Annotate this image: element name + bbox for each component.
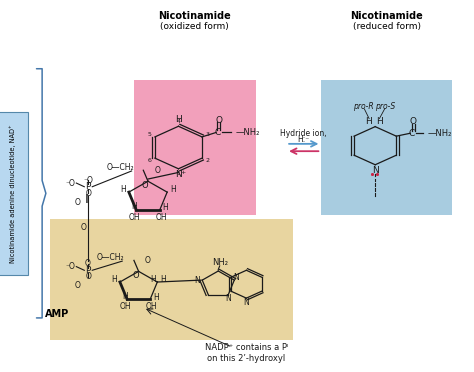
Text: H: H — [376, 117, 383, 126]
Text: NADP⁺ contains a Pᴵ: NADP⁺ contains a Pᴵ — [205, 343, 288, 352]
Text: O: O — [215, 116, 222, 125]
Text: H: H — [365, 117, 372, 126]
Text: 6: 6 — [147, 158, 151, 163]
Text: P: P — [85, 266, 91, 275]
Text: N: N — [225, 294, 231, 304]
Text: OH: OH — [129, 212, 141, 222]
Text: O: O — [85, 259, 91, 268]
Text: H:⁻: H:⁻ — [297, 135, 310, 144]
Text: N: N — [175, 170, 182, 179]
FancyBboxPatch shape — [50, 219, 293, 340]
Text: O—CH₂: O—CH₂ — [97, 253, 125, 262]
Text: 4: 4 — [176, 119, 181, 124]
Text: O: O — [145, 256, 151, 265]
Text: 3: 3 — [205, 132, 209, 137]
Text: O: O — [75, 198, 81, 206]
Text: C: C — [215, 128, 221, 137]
Text: N: N — [233, 273, 238, 282]
Text: pro-​R: pro-​R — [353, 102, 374, 111]
Text: 2: 2 — [205, 158, 209, 163]
Text: P: P — [85, 182, 91, 191]
Text: ⁻O: ⁻O — [65, 262, 75, 271]
Text: O: O — [86, 272, 92, 281]
Text: Nicotinamide adenine dinucleotide, NAD⁺: Nicotinamide adenine dinucleotide, NAD⁺ — [9, 124, 17, 263]
FancyBboxPatch shape — [321, 80, 453, 215]
Text: —NH₂: —NH₂ — [236, 128, 260, 137]
Text: Nicotinamide: Nicotinamide — [351, 11, 423, 20]
Text: C: C — [409, 129, 415, 138]
Text: H: H — [122, 292, 128, 301]
Text: ⁻O: ⁻O — [65, 179, 75, 187]
Text: O: O — [142, 181, 148, 190]
Text: O: O — [410, 117, 417, 126]
Text: N: N — [194, 276, 200, 285]
Text: H: H — [170, 185, 176, 195]
FancyBboxPatch shape — [134, 80, 256, 215]
Text: +: + — [181, 170, 186, 175]
Text: O: O — [155, 166, 160, 175]
Text: O: O — [81, 223, 86, 232]
Text: 1: 1 — [176, 171, 181, 176]
Text: H: H — [111, 275, 117, 284]
Text: H: H — [131, 202, 137, 211]
Text: O—CH₂: O—CH₂ — [106, 163, 134, 172]
Text: N: N — [244, 298, 249, 307]
Text: NH₂: NH₂ — [213, 258, 228, 267]
Text: ‖: ‖ — [85, 194, 89, 203]
Text: 5: 5 — [147, 132, 151, 137]
Text: on this 2’-hydroxyl: on this 2’-hydroxyl — [207, 354, 285, 363]
Text: —NH₂: —NH₂ — [427, 129, 452, 138]
Text: pro-​S: pro-​S — [375, 102, 396, 111]
Text: AMP: AMP — [45, 309, 69, 319]
Text: O: O — [75, 281, 81, 290]
Text: O: O — [133, 271, 139, 280]
Text: Hydride ion,: Hydride ion, — [280, 129, 327, 138]
Text: H: H — [150, 275, 155, 284]
Text: H: H — [120, 185, 126, 195]
Text: H: H — [153, 292, 159, 302]
Text: (reduced form): (reduced form) — [353, 22, 421, 31]
Text: H: H — [163, 203, 168, 212]
Text: ⁻O: ⁻O — [83, 176, 93, 185]
Text: (oxidized form): (oxidized form) — [161, 22, 229, 31]
Text: OH: OH — [120, 302, 131, 311]
Text: OH: OH — [146, 302, 157, 311]
Text: OH: OH — [155, 212, 167, 222]
Text: H: H — [160, 275, 166, 284]
Text: Nicotinamide: Nicotinamide — [158, 11, 231, 20]
Text: N: N — [372, 166, 379, 175]
Text: O: O — [86, 189, 92, 198]
Text: H: H — [175, 115, 182, 124]
